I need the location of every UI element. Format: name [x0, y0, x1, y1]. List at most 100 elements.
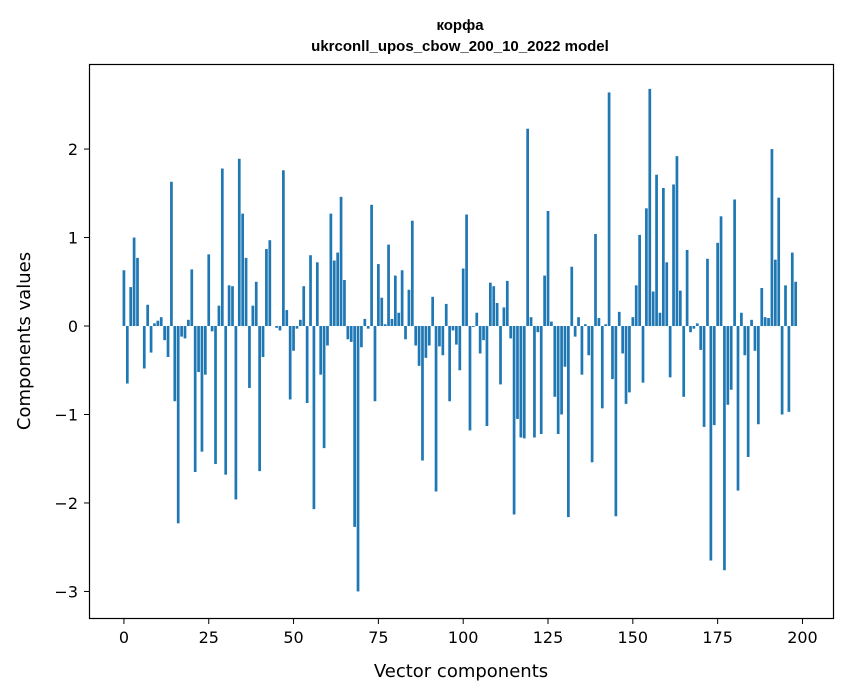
bar-76 [380, 297, 384, 327]
x-tick-label: 150 [618, 628, 649, 647]
bar-116 [516, 326, 519, 419]
bar-21 [193, 326, 197, 473]
bar-192 [773, 259, 777, 327]
bar-38 [251, 305, 255, 327]
bar-60 [326, 326, 329, 346]
bar-73 [370, 204, 373, 327]
bar-162 [672, 184, 675, 327]
x-axis-label: Vector components [374, 661, 548, 682]
bar-41 [261, 326, 265, 357]
bar-37 [248, 326, 251, 388]
bar-57 [315, 262, 319, 327]
bar-178 [726, 326, 730, 405]
bar-11 [159, 317, 163, 327]
bar-51 [295, 326, 299, 329]
bar-12 [163, 326, 166, 341]
bar-139 [594, 234, 597, 327]
bar-30 [224, 326, 228, 475]
bar-148 [624, 326, 628, 404]
y-tick-label: 1 [68, 229, 78, 248]
bar-145 [614, 326, 618, 517]
bar-129 [560, 326, 563, 415]
bar-13 [166, 326, 170, 357]
bar-198 [794, 281, 798, 327]
bar-154 [645, 208, 648, 327]
bar-72 [366, 326, 370, 329]
bar-150 [631, 317, 635, 327]
bar-92 [434, 326, 438, 492]
bar-126 [550, 321, 553, 327]
bar-118 [522, 326, 526, 439]
bar-149 [628, 326, 631, 393]
y-axis-ticks: −3 −2 −1 0 1 2 [54, 140, 90, 601]
bar-4 [136, 257, 139, 327]
bar-166 [685, 249, 689, 327]
bar-68 [353, 326, 356, 527]
bar-167 [689, 326, 692, 333]
bar-152 [638, 234, 641, 327]
y-tick-label: 0 [68, 317, 78, 336]
bar-1 [125, 326, 129, 384]
bar-18 [183, 326, 187, 339]
bar-2 [129, 287, 133, 327]
bar-107 [485, 326, 489, 426]
bar-170 [699, 326, 703, 350]
bar-121 [533, 326, 536, 438]
bar-10 [156, 320, 160, 327]
bar-130 [563, 326, 567, 367]
bar-6 [142, 326, 146, 369]
bar-105 [478, 326, 482, 354]
bar-28 [217, 305, 221, 327]
bar-164 [678, 290, 682, 327]
bar-155 [648, 88, 652, 327]
bar-22 [197, 326, 200, 373]
bar-127 [553, 326, 557, 397]
y-tick-label: −2 [54, 494, 78, 513]
x-tick-label: 175 [702, 628, 733, 647]
bar-86 [414, 326, 418, 346]
bar-102 [468, 326, 472, 431]
bar-197 [790, 252, 794, 327]
bar-173 [709, 326, 713, 561]
bar-63 [336, 252, 340, 327]
y-tick-label: −3 [54, 582, 78, 601]
bar-120 [529, 317, 533, 327]
bar-103 [472, 326, 475, 327]
bar-59 [322, 326, 326, 449]
bar-172 [706, 258, 709, 327]
bar-193 [777, 197, 781, 327]
bar-93 [438, 326, 441, 347]
bar-62 [332, 260, 336, 327]
bar-114 [509, 326, 513, 339]
bar-70 [360, 326, 363, 348]
bar-101 [465, 214, 468, 327]
x-tick-label: 25 [199, 628, 219, 647]
bar-42 [265, 249, 268, 327]
bar-50 [292, 326, 295, 351]
bar-187 [757, 326, 760, 425]
bar-58 [319, 326, 323, 375]
bar-140 [597, 318, 601, 327]
x-tick-label: 200 [787, 628, 818, 647]
bar-195 [784, 285, 787, 327]
bar-64 [339, 196, 343, 327]
bar-56 [312, 326, 316, 510]
bar-143 [607, 92, 611, 327]
bar-49 [288, 326, 292, 400]
bar-128 [556, 326, 560, 434]
bar-81 [397, 312, 401, 327]
bar-109 [492, 286, 496, 327]
bar-24 [203, 326, 207, 375]
bar-163 [675, 156, 679, 327]
bar-46 [278, 326, 282, 331]
bar-61 [329, 213, 333, 327]
bar-36 [244, 257, 248, 327]
y-axis-label: Components values [14, 252, 35, 430]
bar-14 [170, 181, 173, 327]
bar-108 [488, 282, 492, 327]
bar-9 [153, 323, 156, 327]
chart-subtitle: ukrconll_upos_cbow_200_10_2022 model [311, 38, 609, 55]
bar-119 [526, 128, 530, 327]
bar-32 [231, 286, 234, 327]
